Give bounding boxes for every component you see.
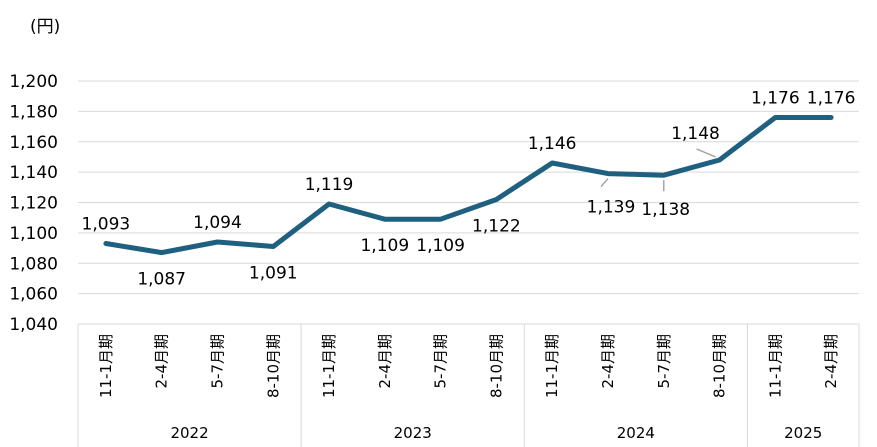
- y-tick-label: 1,120: [9, 194, 58, 214]
- gridlines: [78, 80, 859, 325]
- y-tick-label: 1,200: [9, 72, 58, 92]
- data-label: 1,091: [249, 264, 298, 284]
- data-label: 1,146: [528, 134, 577, 154]
- x-group-label: 2024: [617, 424, 655, 442]
- data-label: 1,148: [671, 124, 720, 144]
- y-axis-unit-label: (円): [30, 17, 60, 37]
- y-tick-label: 1,100: [9, 224, 58, 244]
- series-lines: [103, 115, 834, 256]
- y-tick-labels: 1,040 1,060 1,080 1,100 1,120 1,140 1,160 1,180…: [9, 72, 58, 335]
- x-axis: 11-1月期 2-4月期 5-7月期 8-10月期 11-1月期 2-4月期 5-7月期 8-…: [77, 324, 860, 447]
- x-tick-label: 2-4月期: [599, 334, 617, 389]
- data-label: 1,087: [137, 270, 186, 290]
- x-tick-label: 8-10月期: [711, 334, 729, 398]
- y-tick-label: 1,040: [9, 315, 58, 335]
- x-tick-label: 8-10月期: [264, 334, 282, 398]
- series-line: [103, 115, 834, 256]
- data-label: 1,139: [587, 198, 636, 218]
- data-label: 1,119: [305, 175, 354, 195]
- data-label: 1,094: [193, 213, 242, 233]
- leader-line: [600, 178, 609, 188]
- leader-line: [696, 148, 716, 158]
- x-tick-label: 11-1月期: [543, 334, 561, 398]
- x-tick-label: 5-7月期: [655, 334, 673, 389]
- data-label: 1,138: [641, 200, 690, 220]
- data-label: 1,093: [82, 215, 131, 235]
- x-tick-label: 2-4月期: [376, 334, 394, 389]
- y-tick-label: 1,180: [9, 102, 58, 122]
- y-tick-label: 1,140: [9, 163, 58, 183]
- x-group-label: 2022: [170, 424, 208, 442]
- y-tick-label: 1,060: [9, 285, 58, 305]
- x-tick-label: 2-4月期: [153, 334, 171, 389]
- data-label: 1,109: [416, 236, 465, 256]
- x-tick-label: 2-4月期: [822, 334, 840, 389]
- data-label: 1,176: [751, 88, 800, 108]
- x-tick-label: 8-10月期: [487, 334, 505, 398]
- x-tick-label: 5-7月期: [208, 334, 226, 389]
- data-label: 1,122: [472, 216, 521, 236]
- x-tick-label: 11-1月期: [320, 334, 338, 398]
- x-group-label: 2025: [784, 424, 822, 442]
- data-label: 1,109: [360, 236, 409, 256]
- x-tick-label: 11-1月期: [97, 334, 115, 398]
- y-tick-label: 1,160: [9, 133, 58, 153]
- x-tick-label: 5-7月期: [432, 334, 450, 389]
- data-label: 1,176: [807, 88, 856, 108]
- x-group-label: 2023: [394, 424, 432, 442]
- y-tick-label: 1,080: [9, 254, 58, 274]
- data-labels: 1,093 1,087 1,094 1,091 1,119 1,109 1,109 1,122…: [82, 88, 856, 289]
- x-tick-label: 11-1月期: [766, 334, 784, 398]
